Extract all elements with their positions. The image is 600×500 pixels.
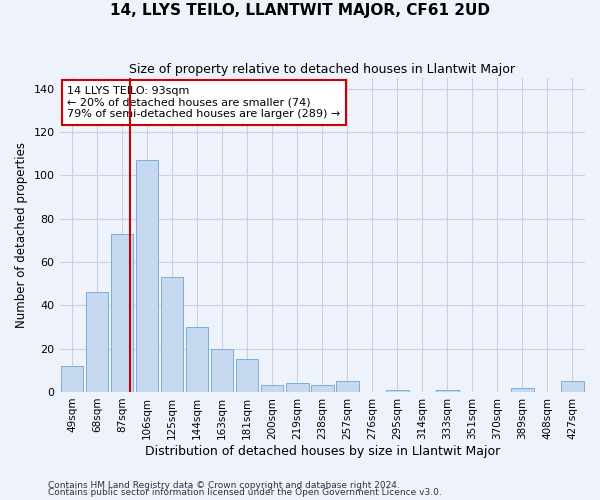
Bar: [186, 327, 208, 392]
Bar: [111, 234, 133, 392]
X-axis label: Distribution of detached houses by size in Llantwit Major: Distribution of detached houses by size …: [145, 444, 500, 458]
Bar: [336, 381, 359, 392]
Text: 14 LLYS TEILO: 93sqm
← 20% of detached houses are smaller (74)
79% of semi-detac: 14 LLYS TEILO: 93sqm ← 20% of detached h…: [67, 86, 341, 119]
Bar: [161, 277, 184, 392]
Text: Contains public sector information licensed under the Open Government Licence v3: Contains public sector information licen…: [48, 488, 442, 497]
Bar: [561, 381, 584, 392]
Bar: [86, 292, 109, 392]
Bar: [211, 348, 233, 392]
Bar: [436, 390, 458, 392]
Bar: [386, 390, 409, 392]
Bar: [61, 366, 83, 392]
Text: 14, LLYS TEILO, LLANTWIT MAJOR, CF61 2UD: 14, LLYS TEILO, LLANTWIT MAJOR, CF61 2UD: [110, 2, 490, 18]
Bar: [136, 160, 158, 392]
Text: Contains HM Land Registry data © Crown copyright and database right 2024.: Contains HM Land Registry data © Crown c…: [48, 480, 400, 490]
Bar: [511, 388, 534, 392]
Bar: [286, 384, 308, 392]
Bar: [311, 386, 334, 392]
Bar: [236, 360, 259, 392]
Title: Size of property relative to detached houses in Llantwit Major: Size of property relative to detached ho…: [129, 62, 515, 76]
Y-axis label: Number of detached properties: Number of detached properties: [15, 142, 28, 328]
Bar: [261, 386, 283, 392]
